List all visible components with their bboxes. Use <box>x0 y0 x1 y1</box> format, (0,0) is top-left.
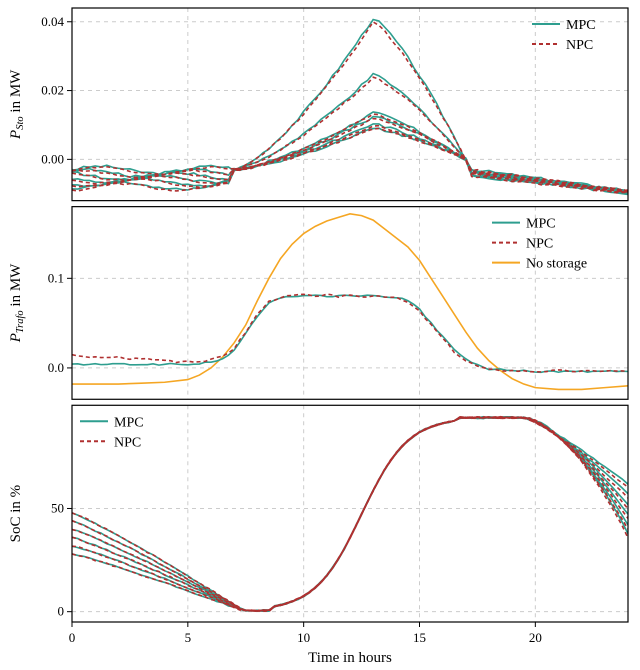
multiplot-svg: 0.00 0.02 0.04 PSto in MW MPC NPC 0.0 0.1 PTrafo… <box>0 0 640 670</box>
xtick-label: 0 <box>69 630 76 645</box>
ylabel: PTrafo in MW <box>8 263 26 343</box>
legend-label: NPC <box>566 38 593 53</box>
series-mpc <box>72 295 628 372</box>
legend-label: NPC <box>114 435 141 450</box>
series-npc <box>72 417 628 611</box>
series-npc <box>72 417 628 611</box>
panel-ptrafo: 0.0 0.1 PTrafo in MW MPC NPC No storage <box>8 207 628 400</box>
xtick-label: 10 <box>297 630 310 645</box>
series-npc <box>72 417 628 611</box>
ytick-label: 50 <box>51 500 64 515</box>
series-npc <box>72 294 628 372</box>
series-group <box>72 417 628 612</box>
xtick-label: 5 <box>185 630 192 645</box>
panel-border <box>72 405 628 622</box>
ytick-label: 0.0 <box>48 360 64 375</box>
legend-label: No storage <box>526 257 587 272</box>
panel-psto: 0.00 0.02 0.04 PSto in MW MPC NPC <box>8 8 628 201</box>
ylabel: PSto in MW <box>8 69 26 140</box>
ytick-label: 0.00 <box>41 151 64 166</box>
legend-label: MPC <box>114 415 144 430</box>
legend: MPC NPC <box>80 415 144 450</box>
series-mpc <box>72 417 628 611</box>
series-npc <box>72 417 628 612</box>
series-mpc <box>72 417 628 611</box>
xtick-label: 15 <box>413 630 426 645</box>
legend: MPC NPC <box>532 18 596 53</box>
series-npc <box>72 417 628 611</box>
ylabel: SoC in % <box>8 485 24 543</box>
ytick-label: 0.1 <box>48 270 64 285</box>
panel-border <box>72 8 628 201</box>
panel-soc: 0 50 SoC in % MPC NPC <box>8 405 628 622</box>
series-npc <box>72 22 628 190</box>
xtick-label: 20 <box>529 630 542 645</box>
series-mpc <box>72 417 628 612</box>
series-npc <box>72 417 628 612</box>
ytick-label: 0.04 <box>41 14 64 29</box>
legend-label: MPC <box>526 217 556 232</box>
chart-container: 0.00 0.02 0.04 PSto in MW MPC NPC 0.0 0.1 PTrafo… <box>0 0 640 670</box>
ytick-label: 0.02 <box>41 83 64 98</box>
legend-label: MPC <box>566 18 596 33</box>
series-mpc <box>72 417 628 611</box>
series-mpc <box>72 417 628 611</box>
series-group <box>72 20 628 195</box>
panel-border <box>72 207 628 400</box>
series-mpc <box>72 417 628 611</box>
ytick-label: 0 <box>58 604 65 619</box>
series-mpc <box>72 20 628 191</box>
xlabel: Time in hours <box>308 650 392 666</box>
legend-label: NPC <box>526 237 553 252</box>
legend: MPC NPC No storage <box>492 217 587 272</box>
